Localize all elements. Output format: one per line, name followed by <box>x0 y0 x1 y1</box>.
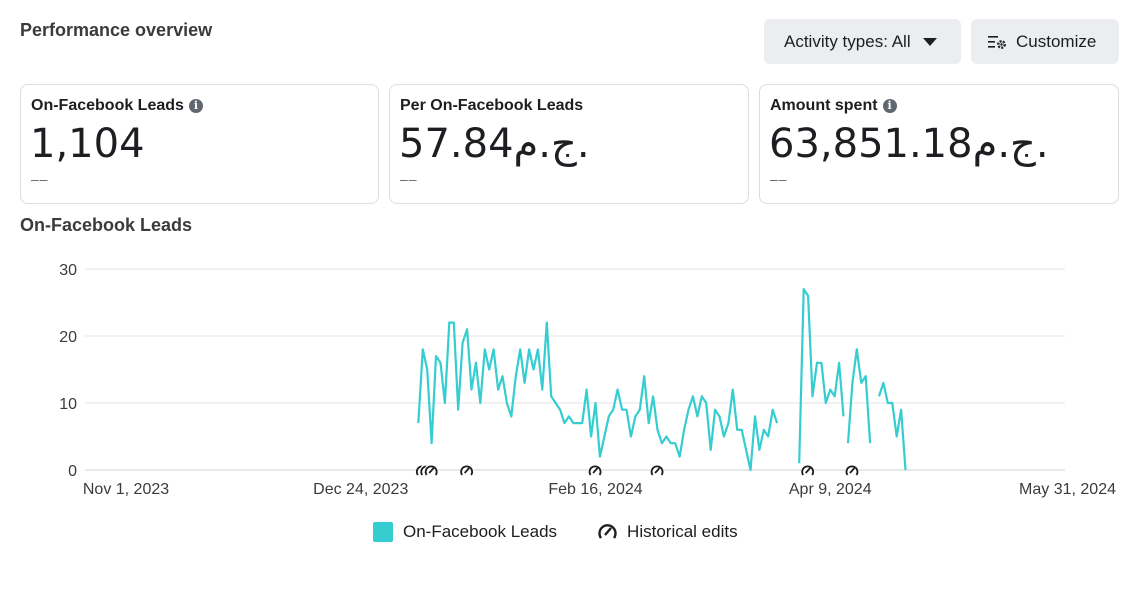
customize-settings-icon <box>988 35 1006 49</box>
metric-delta: –– <box>770 171 788 187</box>
customize-label: Customize <box>1016 31 1097 51</box>
historical-edit-icon <box>460 465 474 476</box>
metric-card-cost-per-lead[interactable]: Per On-Facebook Leads 57.84ج.م. –– <box>389 84 749 204</box>
historical-edit-needle <box>805 467 811 474</box>
series-line-on-facebook-leads <box>877 381 907 471</box>
series-line-on-facebook-leads <box>798 287 845 464</box>
x-tick-label: Dec 24, 2023 <box>313 481 408 498</box>
x-tick-label: Nov 1, 2023 <box>83 481 169 498</box>
metric-value: 57.84ج.م. <box>399 121 590 167</box>
metric-card-amount-spent[interactable]: Amount spent i 63,851.18ج.م. –– <box>759 84 1119 204</box>
y-tick-label: 10 <box>59 396 77 413</box>
x-tick-label: May 31, 2024 <box>1019 481 1116 498</box>
historical-edit-marker[interactable] <box>844 464 859 478</box>
historical-edit-marker[interactable] <box>588 464 603 478</box>
leads-line-chart[interactable]: 0 10 20 30 Nov 1, 2023 Dec 24, 2023 Feb 16, 20… <box>0 250 1142 510</box>
metric-delta: –– <box>31 171 49 187</box>
activity-types-dropdown[interactable]: Activity types: All <box>764 19 961 64</box>
historical-edit-icon <box>650 465 664 476</box>
metric-label: Amount spent i <box>770 97 897 115</box>
page-title: Performance overview <box>20 20 213 40</box>
y-tick-label: 0 <box>68 463 77 480</box>
legend-item-historical-edits[interactable]: Historical edits <box>597 522 738 542</box>
info-icon[interactable]: i <box>882 99 897 113</box>
legend-swatch <box>373 522 393 542</box>
series-line-on-facebook-leads <box>846 348 872 444</box>
y-tick-label: 30 <box>59 262 77 279</box>
x-tick-label: Feb 16, 2024 <box>548 481 642 498</box>
metric-label-text: On-Facebook Leads <box>31 97 184 114</box>
historical-edit-marker[interactable] <box>800 464 815 478</box>
historical-edit-needle <box>592 467 599 474</box>
historical-edit-icon <box>588 465 602 476</box>
chart-legend: On-Facebook Leads Historical edits <box>373 522 778 542</box>
metric-label-text: Amount spent <box>770 97 878 114</box>
x-tick-label: Apr 9, 2024 <box>789 481 872 498</box>
series-line-on-facebook-leads <box>417 321 779 472</box>
historical-edit-icon <box>801 465 815 476</box>
historical-edit-needle <box>654 467 661 474</box>
customize-button[interactable]: Customize <box>971 19 1119 64</box>
metric-label: Per On-Facebook Leads <box>400 97 583 115</box>
chart-title: On-Facebook Leads <box>20 215 193 235</box>
y-tick-label: 20 <box>59 329 77 346</box>
metric-card-leads[interactable]: On-Facebook Leads i 1,104 –– <box>20 84 379 204</box>
legend-item-leads[interactable]: On-Facebook Leads <box>373 522 557 542</box>
metric-value: 63,851.18ج.م. <box>769 121 1049 167</box>
historical-edit-marker[interactable] <box>459 464 474 478</box>
historical-edits-icon <box>598 524 617 539</box>
legend-label: On-Facebook Leads <box>403 522 558 541</box>
historical-edit-marker[interactable] <box>424 464 439 478</box>
activity-types-label: Activity types: All <box>784 31 911 51</box>
historical-edit-icon <box>845 465 859 476</box>
historical-edit-marker[interactable] <box>650 464 665 478</box>
metric-label-text: Per On-Facebook Leads <box>400 97 584 114</box>
historical-edit-needle <box>463 467 470 474</box>
legend-label: Historical edits <box>627 522 738 541</box>
caret-down-icon <box>922 37 937 46</box>
metric-label: On-Facebook Leads i <box>31 97 203 115</box>
historical-edit-needle <box>849 467 856 474</box>
historical-edit-needle <box>428 467 435 474</box>
historical-edit-icon <box>424 465 438 476</box>
metric-value: 1,104 <box>30 121 145 167</box>
info-icon[interactable]: i <box>188 99 203 113</box>
metric-delta: –– <box>400 171 418 187</box>
